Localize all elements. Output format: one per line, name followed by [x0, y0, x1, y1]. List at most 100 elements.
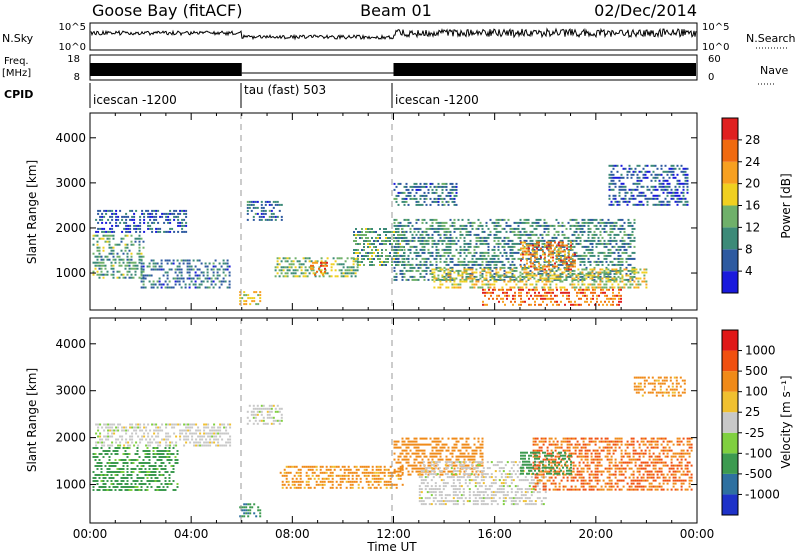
- freq-trace: [90, 63, 696, 76]
- colorbar-swatch: [722, 432, 738, 454]
- nave-tick-top: 60: [708, 54, 721, 65]
- velocity-xtick-label: 20:00: [579, 527, 614, 541]
- nave-tick-bottom: 0: [708, 72, 714, 83]
- power-colorbar: 4 8 12 16 20 24 28 Power [dB]: [721, 117, 793, 294]
- nsky-trace: [90, 27, 697, 41]
- power-heatmap: [92, 164, 689, 306]
- colorbar-swatch: [722, 271, 738, 293]
- nsky-tick-top: 10^5: [59, 22, 86, 33]
- power-region-4: [246, 200, 283, 221]
- colorbar-swatch: [722, 412, 738, 433]
- velocity-colorbar: 1000 500 100 25 -25 -100 -500 -1000 Velocity [m…: [721, 329, 793, 516]
- freq-tick-top: 18: [67, 54, 80, 65]
- colorbar-swatch: [722, 330, 738, 351]
- colorbar-swatch: [722, 350, 738, 372]
- nsearch-label: N.Search: [746, 32, 796, 45]
- power-region-3: [239, 291, 262, 306]
- power-ytick-label: 1000: [55, 266, 86, 280]
- power-region-1: [95, 209, 188, 233]
- beam-title: Beam 01: [360, 1, 432, 20]
- cpid-segment-3: icescan -1200: [395, 93, 479, 107]
- freq-label-2: [MHz]: [2, 68, 31, 79]
- colorbar-tick-label: -25: [745, 426, 765, 440]
- colorbar-swatch: [722, 249, 738, 272]
- power-region-10: [520, 241, 576, 271]
- colorbar-tick-label: 8: [745, 242, 753, 256]
- power-colorbar-label: Power [dB]: [779, 173, 793, 238]
- colorbar-swatch: [722, 473, 738, 495]
- power-panel: 1000 2000 3000 4000 Slant Range [km]: [25, 112, 698, 311]
- cpid-label: CPID: [4, 88, 33, 101]
- nave-label: Nave: [760, 64, 788, 77]
- power-x-ticks: [89, 113, 698, 310]
- power-region-6: [310, 261, 328, 276]
- velocity-region-0: [92, 447, 179, 491]
- nsky-label: N.Sky: [2, 32, 34, 45]
- power-region-5: [274, 257, 359, 278]
- colorbar-tick-label: 25: [745, 405, 760, 419]
- velocity-ytick-label: 3000: [55, 384, 86, 398]
- power-ytick-label: 4000: [55, 131, 86, 145]
- power-region-12: [608, 164, 689, 206]
- velocity-xtick-label: 00:00: [73, 527, 108, 541]
- colorbar-tick-label: 24: [745, 155, 760, 169]
- colorbar-tick-label: 12: [745, 220, 760, 234]
- colorbar-tick-label: -100: [745, 446, 772, 460]
- colorbar-swatch: [722, 494, 738, 515]
- power-region-0: [92, 234, 145, 279]
- nsky-strip: N.Sky 10^5 10^0 10^5 10^0 N.Search: [2, 22, 796, 53]
- colorbar-swatch: [722, 161, 738, 184]
- velocity-colorbar-label: Velocity [m s⁻¹]: [779, 375, 793, 468]
- cpid-segment-1: icescan -1200: [93, 93, 177, 107]
- cpid-segment-2: tau (fast) 503: [244, 83, 326, 97]
- velocity-ytick-label: 2000: [55, 431, 86, 445]
- power-y-axis: 1000 2000 3000 4000: [55, 131, 697, 280]
- colorbar-swatch: [722, 391, 738, 413]
- power-region-11: [482, 288, 622, 306]
- velocity-xtick-label: 08:00: [275, 527, 310, 541]
- nsearch-tick-top: 10^5: [702, 22, 729, 33]
- velocity-ylabel: Slant Range [km]: [25, 368, 39, 472]
- colorbar-tick-label: -500: [745, 467, 772, 481]
- velocity-y-axis: 1000 2000 3000 4000: [55, 337, 697, 492]
- power-region-7: [353, 228, 405, 266]
- velocity-ytick-label: 1000: [55, 478, 86, 492]
- velocity-heatmap: [92, 376, 693, 518]
- freq-strip: Freq. [MHz] 18 8 60 0 Nave: [2, 54, 788, 85]
- velocity-region-3: [246, 404, 283, 425]
- velocity-region-7: [532, 437, 693, 491]
- velocity-region-9: [633, 376, 686, 397]
- power-region-2: [140, 259, 231, 289]
- colorbar-tick-label: 1000: [745, 344, 776, 358]
- nsearch-tick-bottom: 10^0: [702, 42, 729, 53]
- colorbar-swatch: [722, 205, 738, 228]
- power-region-13: [393, 182, 458, 206]
- colorbar-tick-label: 28: [745, 133, 760, 147]
- velocity-xlabel: Time UT: [366, 540, 417, 554]
- colorbar-tick-label: 500: [745, 364, 768, 378]
- cpid-strip: CPID icescan -1200 tau (fast) 503 icesca…: [4, 83, 479, 108]
- colorbar-tick-label: 4: [745, 264, 753, 278]
- velocity-xtick-label: 12:00: [376, 527, 411, 541]
- colorbar-swatch: [722, 139, 738, 162]
- velocity-region-8: [520, 451, 572, 475]
- station-title: Goose Bay (fitACF): [92, 1, 242, 20]
- colorbar-swatch: [722, 118, 738, 140]
- velocity-region-2: [239, 503, 262, 518]
- velocity-panel: 1000 2000 3000 4000 Slant Range [km] 00:00 0…: [25, 317, 714, 554]
- velocity-region-1: [95, 423, 232, 447]
- colorbar-tick-label: 100: [745, 385, 768, 399]
- power-ytick-label: 3000: [55, 176, 86, 190]
- colorbar-tick-label: 20: [745, 177, 760, 191]
- velocity-xtick-label: 04:00: [174, 527, 209, 541]
- velocity-xtick-label: 16:00: [477, 527, 512, 541]
- power-region-8: [393, 218, 636, 281]
- date-title: 02/Dec/2014: [594, 1, 697, 20]
- power-region-9: [431, 268, 648, 289]
- velocity-ytick-label: 4000: [55, 337, 86, 351]
- freq-label-1: Freq.: [4, 56, 29, 67]
- nsky-tick-bottom: 10^0: [59, 42, 86, 53]
- velocity-region-5: [393, 437, 484, 476]
- colorbar-tick-label: -1000: [745, 487, 780, 501]
